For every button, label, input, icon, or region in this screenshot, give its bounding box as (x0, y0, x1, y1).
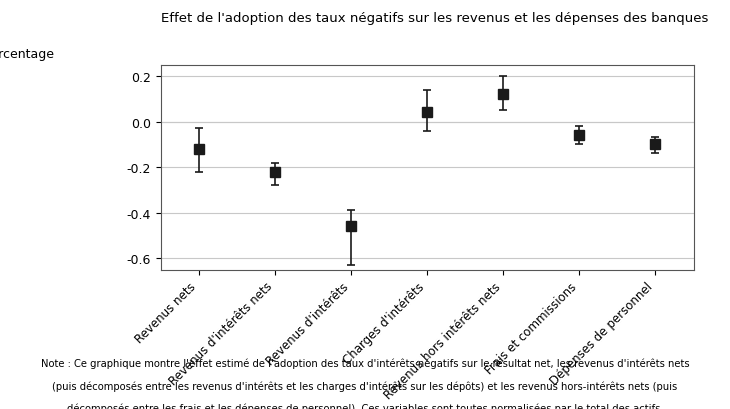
Text: (puis décomposés entre les revenus d'intérêts et les charges d'intérêts sur les : (puis décomposés entre les revenus d'int… (53, 380, 677, 391)
Text: décomposés entre les frais et les dépenses de personnel). Ces variables sont tou: décomposés entre les frais et les dépens… (66, 402, 664, 409)
Text: Effet de l'adoption des taux négatifs sur les revenus et les dépenses des banque: Effet de l'adoption des taux négatifs su… (161, 12, 708, 25)
Text: Note : Ce graphique montre l'effet estimé de l'adoption des taux d'intérêts néga: Note : Ce graphique montre l'effet estim… (41, 357, 689, 368)
Text: Points de pourcercentage: Points de pourcercentage (0, 48, 54, 61)
